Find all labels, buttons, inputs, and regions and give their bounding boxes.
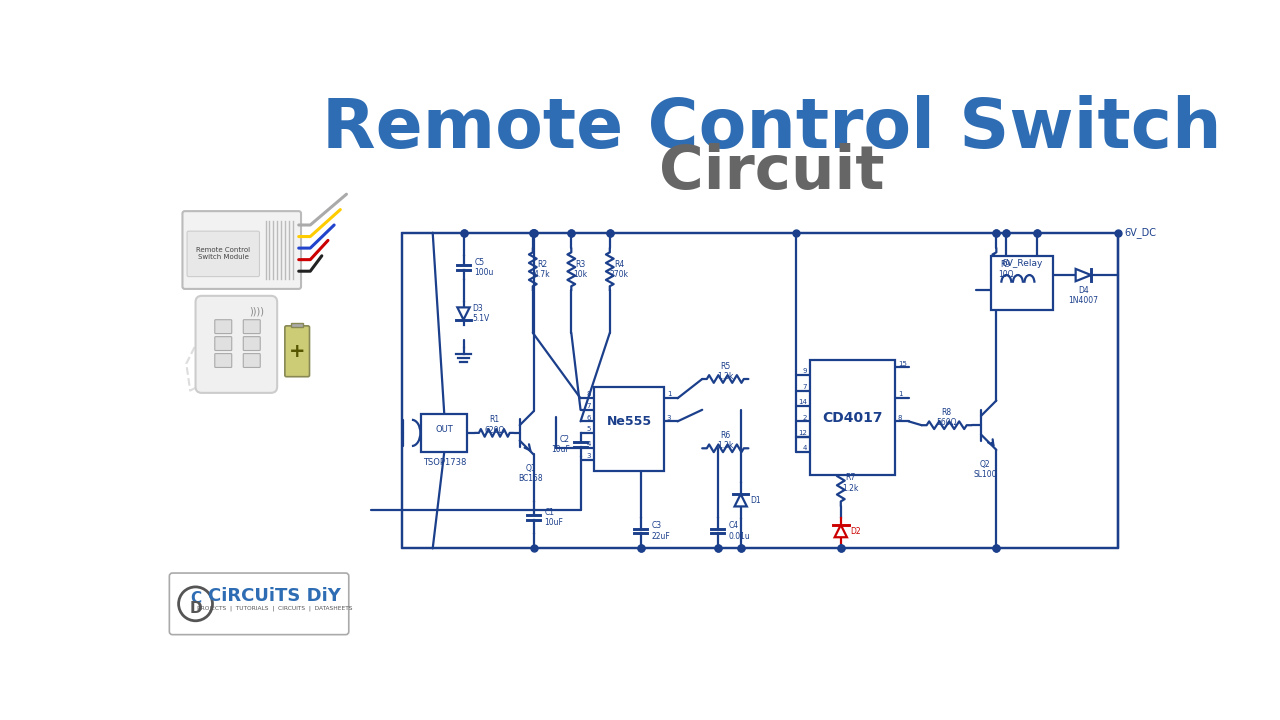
- FancyBboxPatch shape: [215, 320, 232, 333]
- Text: Circuit: Circuit: [659, 143, 884, 202]
- Text: 12: 12: [797, 430, 806, 436]
- Bar: [421, 414, 467, 452]
- Text: CiRCUiTS DiY: CiRCUiTS DiY: [209, 587, 342, 605]
- Text: D1: D1: [750, 496, 760, 505]
- Polygon shape: [735, 494, 746, 506]
- Text: C2
10uF: C2 10uF: [550, 435, 570, 454]
- Text: R5
1.2k: R5 1.2k: [717, 361, 733, 381]
- FancyBboxPatch shape: [243, 354, 260, 367]
- Text: CD4017: CD4017: [822, 410, 883, 425]
- Bar: [594, 387, 664, 472]
- Text: R4
270k: R4 270k: [609, 260, 628, 279]
- Text: D3
5.1V: D3 5.1V: [472, 304, 490, 323]
- Text: 3: 3: [586, 453, 591, 459]
- FancyBboxPatch shape: [215, 354, 232, 367]
- Polygon shape: [1075, 269, 1091, 282]
- Bar: [402, 233, 1117, 549]
- Text: 15: 15: [897, 361, 906, 366]
- Text: Remote Control Switch: Remote Control Switch: [321, 95, 1221, 162]
- Text: PROJECTS  |  TUTORIALS  |  CIRCUITS  |  DATASHEETS: PROJECTS | TUTORIALS | CIRCUITS | DATASH…: [197, 606, 352, 611]
- Text: 7: 7: [586, 403, 591, 409]
- Text: R8
560Ω: R8 560Ω: [937, 408, 957, 427]
- Text: R7
1.2k: R7 1.2k: [842, 473, 858, 492]
- FancyBboxPatch shape: [169, 573, 348, 634]
- Text: 8: 8: [586, 392, 591, 397]
- FancyBboxPatch shape: [291, 323, 303, 328]
- Text: C: C: [189, 591, 201, 606]
- Text: 9: 9: [803, 369, 806, 374]
- FancyBboxPatch shape: [187, 231, 260, 276]
- Text: +: +: [289, 342, 306, 361]
- Text: D2: D2: [850, 526, 860, 536]
- Text: R3
10k: R3 10k: [573, 260, 588, 279]
- Text: 1: 1: [667, 392, 671, 397]
- Text: R6
1.2k: R6 1.2k: [717, 431, 733, 450]
- Text: 4: 4: [588, 441, 591, 447]
- Text: 8: 8: [897, 415, 902, 420]
- FancyBboxPatch shape: [183, 211, 301, 289]
- Text: R2
4.7k: R2 4.7k: [534, 260, 550, 279]
- Text: 2: 2: [803, 415, 806, 420]
- Text: R1
620Ω: R1 620Ω: [484, 415, 504, 435]
- FancyBboxPatch shape: [243, 320, 260, 333]
- Polygon shape: [835, 525, 847, 537]
- Text: )))): )))): [250, 306, 265, 316]
- Text: Q1
BC158: Q1 BC158: [518, 464, 543, 483]
- Bar: [810, 360, 895, 475]
- Text: D: D: [189, 601, 202, 616]
- Text: R9
10Ω: R9 10Ω: [998, 260, 1014, 279]
- Text: 3: 3: [667, 415, 671, 420]
- FancyBboxPatch shape: [243, 337, 260, 351]
- Text: C4
0.01u: C4 0.01u: [728, 521, 750, 541]
- Text: 1: 1: [897, 392, 902, 397]
- Polygon shape: [457, 307, 470, 320]
- Text: TSOP1738: TSOP1738: [422, 459, 466, 467]
- Text: C5
100u: C5 100u: [475, 258, 494, 277]
- Text: 4: 4: [803, 445, 806, 451]
- Text: C1
10uF: C1 10uF: [544, 508, 563, 527]
- FancyBboxPatch shape: [196, 296, 278, 393]
- Text: 6V_DC: 6V_DC: [1124, 228, 1156, 238]
- FancyBboxPatch shape: [285, 326, 310, 377]
- Bar: [991, 256, 1052, 310]
- Text: 6V_Relay: 6V_Relay: [1001, 259, 1042, 268]
- Text: C3
22uF: C3 22uF: [652, 521, 671, 541]
- Text: 7: 7: [803, 384, 806, 390]
- Text: Remote Control
Switch Module: Remote Control Switch Module: [196, 247, 251, 260]
- Text: Q2
SL100: Q2 SL100: [973, 460, 997, 480]
- FancyBboxPatch shape: [215, 337, 232, 351]
- Text: 6: 6: [586, 415, 591, 420]
- Text: 5: 5: [588, 426, 591, 432]
- Text: Ne555: Ne555: [607, 415, 652, 428]
- Text: OUT: OUT: [435, 426, 453, 434]
- Text: 14: 14: [797, 399, 806, 405]
- Text: D4
1N4007: D4 1N4007: [1069, 286, 1098, 305]
